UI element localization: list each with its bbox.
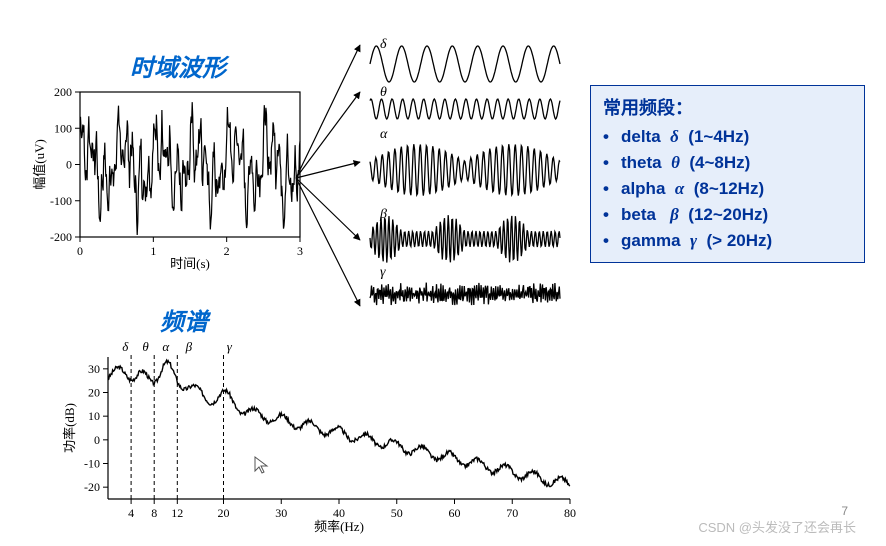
svg-text:0: 0	[77, 244, 83, 258]
svg-text:100: 100	[54, 121, 72, 135]
svg-text:δ: δ	[122, 339, 129, 354]
svg-text:θ: θ	[380, 85, 387, 100]
svg-text:α: α	[380, 127, 388, 142]
svg-text:30: 30	[275, 506, 287, 520]
watermark-text: CSDN @头发没了还会再长	[698, 517, 856, 536]
time-domain-chart: 0 1 2 3 -200 -100 0 100 200 时间(s) 幅值(uV)	[30, 82, 310, 277]
svg-text:α: α	[162, 339, 170, 354]
svg-text:γ: γ	[227, 339, 233, 354]
legend-title: 常用频段：	[603, 94, 852, 120]
svg-text:10: 10	[88, 409, 100, 423]
svg-text:80: 80	[564, 506, 576, 520]
svg-text:-200: -200	[50, 230, 72, 244]
legend-row-delta: •delta δ (1~4Hz)	[603, 124, 852, 150]
svg-text:γ: γ	[380, 265, 386, 280]
title-time-domain: 时域波形	[130, 48, 226, 83]
svg-text:60: 60	[449, 506, 461, 520]
spectrum-chart: 4 8 12 20 30 40 50 60 70 80 -20 -10 0 10 20 30 频率(Hz) 功率(…	[60, 335, 580, 540]
svg-text:4: 4	[128, 506, 134, 520]
legend-row-alpha: •alpha α (8~12Hz)	[603, 176, 852, 202]
svg-text:3: 3	[297, 244, 303, 258]
legend-row-beta: •beta β (12~20Hz)	[603, 202, 852, 228]
svg-text:50: 50	[391, 506, 403, 520]
svg-text:2: 2	[224, 244, 230, 258]
svg-text:1: 1	[150, 244, 156, 258]
frequency-bands-legend: 常用频段： •delta δ (1~4Hz)•theta θ (4~8Hz)•a…	[590, 85, 865, 263]
svg-text:0: 0	[66, 158, 72, 172]
svg-text:频率(Hz): 频率(Hz)	[314, 519, 364, 534]
svg-text:-100: -100	[50, 194, 72, 208]
svg-text:40: 40	[333, 506, 345, 520]
legend-row-theta: •theta θ (4~8Hz)	[603, 150, 852, 176]
svg-text:12: 12	[171, 506, 183, 520]
legend-row-gamma: •gamma γ (> 20Hz)	[603, 228, 852, 254]
svg-text:θ: θ	[142, 339, 149, 354]
svg-text:-20: -20	[84, 480, 100, 494]
svg-text:时间(s): 时间(s)	[170, 256, 210, 271]
svg-text:8: 8	[151, 506, 157, 520]
svg-text:δ: δ	[380, 37, 387, 52]
svg-text:功率(dB): 功率(dB)	[62, 403, 77, 453]
svg-text:幅值(uV): 幅值(uV)	[32, 139, 47, 190]
page-number: 7	[841, 504, 848, 518]
svg-text:20: 20	[218, 506, 230, 520]
svg-text:-10: -10	[84, 457, 100, 471]
title-spectrum: 频谱	[160, 302, 208, 337]
svg-text:70: 70	[506, 506, 518, 520]
svg-text:0: 0	[94, 433, 100, 447]
cursor-icon	[253, 455, 273, 475]
svg-text:30: 30	[88, 362, 100, 376]
decomposed-waves-panel: δθαβγ	[350, 20, 580, 345]
svg-text:20: 20	[88, 386, 100, 400]
svg-text:200: 200	[54, 85, 72, 99]
svg-text:β: β	[185, 339, 193, 354]
